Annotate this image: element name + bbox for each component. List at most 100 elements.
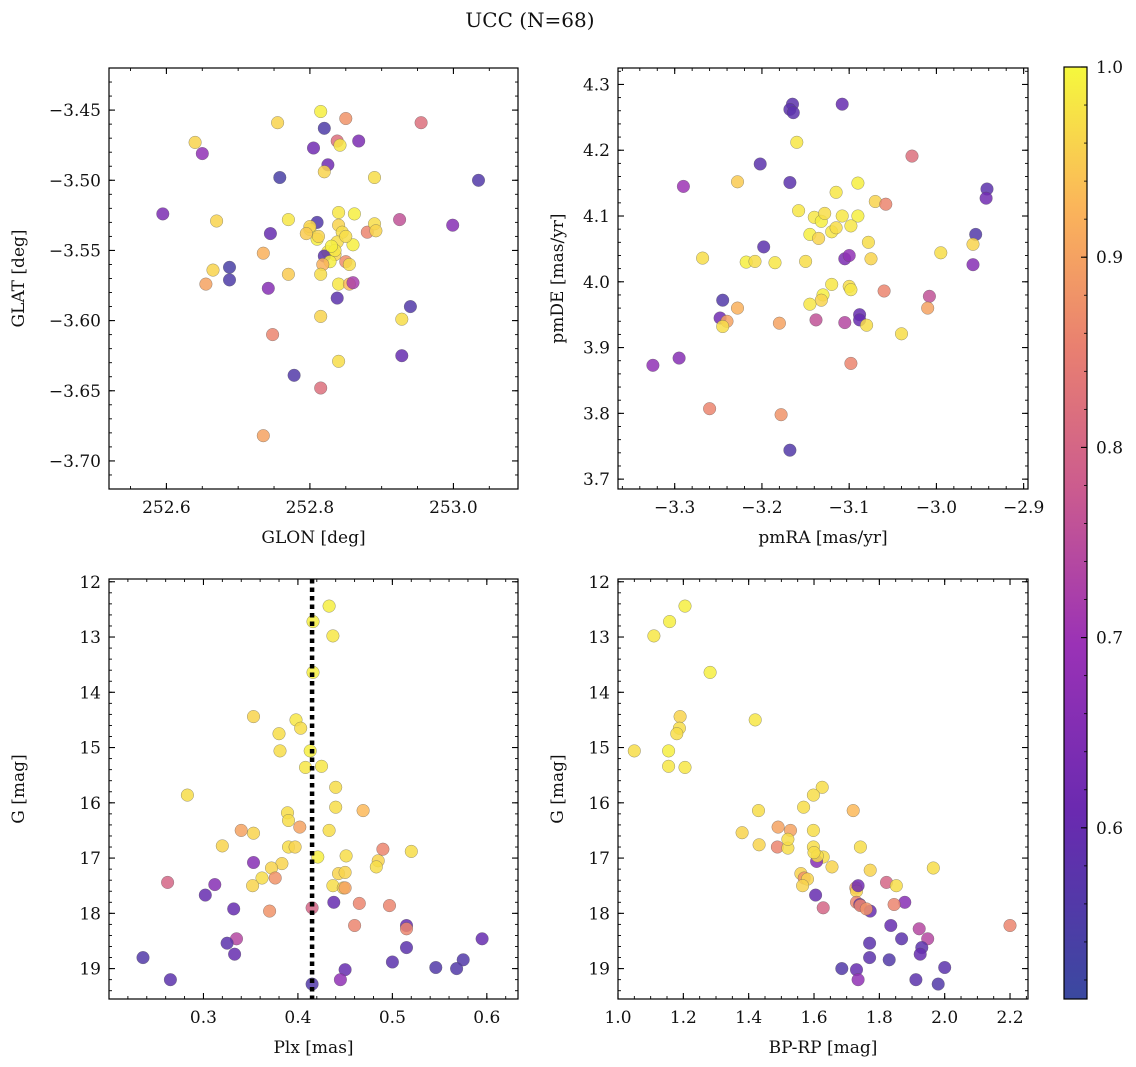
scatter-panel-1: 252.6 252.8 253.0 −3.45 −3.50 −3.55 −3.60 −3.65… bbox=[9, 67, 519, 548]
data-point bbox=[385, 955, 399, 969]
data-point bbox=[979, 191, 993, 205]
data-point bbox=[338, 865, 352, 879]
data-point bbox=[330, 291, 344, 305]
x-tick-label: 1.6 bbox=[800, 1008, 827, 1028]
data-point bbox=[861, 235, 875, 249]
y-tick-label: 13 bbox=[588, 628, 610, 648]
data-point bbox=[327, 895, 341, 909]
data-point bbox=[333, 973, 347, 987]
data-point bbox=[783, 175, 797, 190]
data-point bbox=[393, 213, 407, 227]
y-tick-label: −3.70 bbox=[49, 452, 101, 472]
data-point bbox=[352, 134, 366, 148]
data-point bbox=[199, 277, 213, 291]
data-point bbox=[329, 780, 343, 794]
data-point bbox=[273, 744, 287, 758]
data-point bbox=[329, 800, 343, 814]
data-point bbox=[774, 408, 788, 422]
colorbar-tick-label: 0.9 bbox=[1096, 248, 1123, 268]
data-point bbox=[753, 157, 767, 171]
data-point bbox=[771, 820, 785, 834]
y-tick-label: 4.3 bbox=[583, 75, 610, 95]
x-tick-label: 1.8 bbox=[866, 1008, 893, 1028]
data-point bbox=[838, 316, 852, 330]
data-point bbox=[803, 297, 817, 311]
data-point bbox=[662, 744, 676, 758]
data-point bbox=[376, 842, 390, 856]
data-point bbox=[136, 951, 150, 965]
data-point bbox=[311, 850, 325, 864]
x-axis-label: BP-RP [mag] bbox=[769, 1038, 878, 1058]
data-point bbox=[829, 221, 843, 235]
y-axis-label: G [mag] bbox=[548, 754, 568, 823]
colorbar-gradient bbox=[1063, 66, 1088, 1000]
data-point bbox=[887, 897, 901, 912]
data-point bbox=[909, 973, 923, 987]
data-point bbox=[884, 918, 898, 933]
x-tick-label: −3.0 bbox=[916, 498, 957, 518]
data-point bbox=[163, 973, 177, 987]
data-point bbox=[281, 813, 296, 828]
data-point bbox=[863, 863, 877, 877]
data-point bbox=[757, 240, 771, 254]
x-tick-label: 1.0 bbox=[604, 1008, 631, 1028]
data-point bbox=[228, 947, 242, 961]
data-point bbox=[339, 229, 353, 243]
colorbar-tick-label: 1.0 bbox=[1096, 58, 1123, 78]
data-point bbox=[716, 293, 730, 307]
data-point bbox=[796, 879, 810, 893]
data-point bbox=[311, 229, 326, 243]
data-point bbox=[905, 149, 919, 163]
data-point bbox=[898, 895, 912, 909]
data-point bbox=[844, 356, 858, 370]
data-point bbox=[322, 599, 336, 613]
data-point bbox=[966, 258, 980, 272]
data-point bbox=[281, 267, 295, 281]
data-point bbox=[783, 443, 797, 457]
y-tick-label: 16 bbox=[79, 794, 101, 814]
scatter-panel-4: 1.0 1.2 1.4 1.6 1.8 2.0 2.2 12 13 14 15 16 17 18 19 BP-… bbox=[548, 573, 1029, 1058]
data-point bbox=[339, 849, 353, 863]
data-point bbox=[342, 257, 356, 272]
data-point bbox=[272, 727, 286, 741]
data-point bbox=[730, 301, 745, 315]
data-point bbox=[446, 218, 460, 232]
data-point bbox=[195, 147, 209, 161]
data-point bbox=[347, 207, 361, 221]
data-point bbox=[314, 104, 328, 119]
data-point bbox=[263, 227, 277, 241]
y-tick-label: 4.1 bbox=[583, 207, 610, 227]
data-point bbox=[471, 173, 486, 187]
data-point bbox=[797, 800, 811, 814]
data-point bbox=[288, 840, 302, 854]
data-point bbox=[273, 170, 287, 185]
data-point bbox=[367, 170, 382, 185]
data-point bbox=[156, 207, 170, 221]
data-point bbox=[414, 116, 428, 130]
y-tick-label: −3.60 bbox=[49, 312, 101, 332]
data-point bbox=[324, 239, 338, 253]
data-point bbox=[809, 313, 823, 327]
data-point bbox=[246, 826, 261, 840]
data-point bbox=[1003, 918, 1017, 933]
data-point bbox=[703, 402, 717, 416]
data-point bbox=[895, 932, 909, 946]
figure-title: UCC (N=68) bbox=[465, 8, 595, 32]
data-point bbox=[268, 871, 282, 885]
axes-frame bbox=[617, 578, 1029, 1000]
data-point bbox=[815, 780, 829, 794]
data-point bbox=[818, 206, 832, 220]
data-point bbox=[851, 879, 865, 893]
x-tick-label: −2.9 bbox=[1003, 498, 1044, 518]
y-tick-label: −3.50 bbox=[49, 171, 101, 191]
data-point bbox=[672, 351, 686, 365]
y-tick-label: 18 bbox=[79, 904, 101, 924]
data-point bbox=[256, 429, 270, 443]
data-point bbox=[346, 238, 360, 252]
data-point bbox=[807, 846, 821, 860]
data-point bbox=[879, 197, 893, 211]
data-point bbox=[772, 316, 786, 330]
data-point bbox=[317, 121, 331, 135]
data-point bbox=[799, 254, 813, 268]
data-point bbox=[851, 209, 865, 223]
